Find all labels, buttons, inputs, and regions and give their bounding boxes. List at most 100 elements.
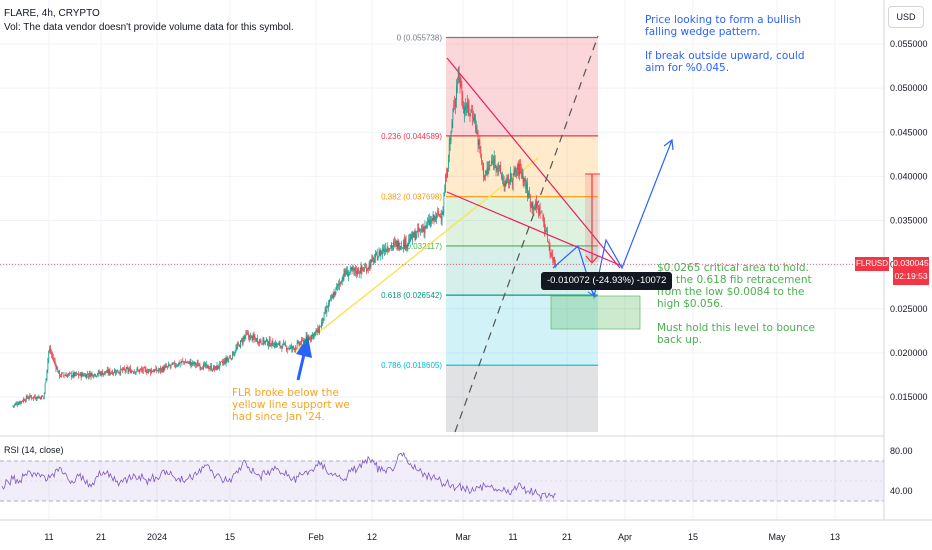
- candle-body: [351, 267, 353, 271]
- candle-body: [189, 361, 191, 366]
- candle-body: [74, 372, 76, 376]
- candle-body: [355, 267, 356, 273]
- candle-body: [172, 363, 174, 365]
- candle-body: [394, 242, 396, 244]
- candle-body: [270, 345, 272, 347]
- candle-body: [224, 360, 226, 364]
- candle-body: [274, 343, 275, 348]
- candle-body: [169, 366, 171, 367]
- candle-body: [313, 332, 315, 337]
- candle-body: [435, 217, 437, 220]
- candle-body: [535, 201, 536, 209]
- rsi-pane[interactable]: [0, 451, 884, 502]
- candle-body: [485, 171, 487, 173]
- candle-body: [153, 370, 155, 373]
- candle-body: [430, 219, 432, 222]
- candle-body: [253, 334, 255, 338]
- candle-body: [502, 177, 504, 182]
- candle-body: [353, 267, 355, 271]
- candle-body: [64, 375, 66, 376]
- candle-body: [337, 284, 338, 287]
- candle-body: [41, 395, 42, 400]
- candle-body: [214, 366, 216, 369]
- candle-body: [163, 367, 165, 371]
- candle-body: [143, 367, 145, 368]
- candle-body: [43, 393, 45, 397]
- candle-body: [115, 370, 117, 375]
- candle-body: [335, 287, 337, 294]
- candle-body: [236, 347, 238, 349]
- candle-body: [202, 368, 203, 370]
- candle-body: [42, 396, 44, 398]
- candle-body: [472, 113, 473, 119]
- candle-body: [439, 214, 441, 216]
- candle-body: [484, 174, 486, 178]
- candle-body: [66, 375, 68, 377]
- candle-body: [266, 339, 267, 342]
- candle-body: [187, 361, 189, 363]
- candle-body: [19, 401, 21, 404]
- candle-body: [59, 370, 60, 377]
- candle-body: [531, 202, 533, 208]
- candle-body: [304, 339, 306, 343]
- candle-body: [188, 361, 190, 362]
- rsi-label[interactable]: RSI (14, close): [4, 445, 64, 455]
- candle-body: [76, 373, 77, 375]
- candle-body: [375, 253, 376, 258]
- candle-body: [463, 105, 464, 114]
- candle-body: [117, 372, 119, 373]
- candle-body: [109, 369, 111, 374]
- candle-body: [407, 242, 409, 246]
- candle-body: [494, 157, 496, 164]
- drawings[interactable]: [293, 35, 674, 433]
- candle-body: [538, 206, 540, 214]
- candle-body: [477, 132, 479, 146]
- candle-body: [524, 178, 526, 183]
- candle-body: [357, 268, 359, 274]
- candle-body: [285, 343, 286, 346]
- candle-body: [231, 351, 233, 359]
- candle-body: [15, 403, 16, 405]
- candle-body: [186, 362, 188, 364]
- fib-level-label: 0.618 (0.026542): [381, 291, 442, 300]
- candle-body: [470, 110, 472, 112]
- candle-body: [209, 368, 211, 370]
- candle-body: [522, 173, 524, 183]
- candle-body: [68, 373, 69, 375]
- candle-body: [165, 365, 167, 367]
- candle-body: [137, 369, 139, 371]
- candle-body: [185, 362, 186, 363]
- fib-level-label: 0.786 (0.018605): [381, 361, 442, 370]
- candle-body: [242, 337, 244, 344]
- candle-body: [519, 163, 521, 168]
- candle-body: [229, 357, 230, 359]
- candle-body: [246, 333, 248, 334]
- candle-body: [432, 215, 434, 221]
- candle-body: [475, 128, 477, 129]
- price-tick-label: 0.050000: [890, 83, 928, 93]
- candle-body: [334, 291, 336, 295]
- fib-level-label: 0.236 (0.044589): [381, 132, 442, 141]
- candle-body: [114, 370, 115, 374]
- time-tick-label: 21: [96, 532, 106, 542]
- candle-body: [408, 238, 410, 245]
- candle-body: [85, 374, 86, 378]
- candle-body: [20, 401, 22, 404]
- candle-body: [550, 254, 552, 256]
- candle-body: [261, 343, 263, 345]
- candle-body: [107, 369, 109, 374]
- symbol-title[interactable]: FLARE, 4h, CRYPTO: [4, 8, 100, 19]
- candle-body: [95, 374, 96, 376]
- currency-button[interactable]: USD: [888, 6, 924, 28]
- candle-body: [317, 327, 319, 334]
- critical-zone-box: [550, 295, 641, 330]
- candle-body: [487, 168, 489, 170]
- candle-body: [473, 117, 474, 121]
- fibonacci-retracement[interactable]: [446, 36, 598, 432]
- candle-body: [106, 369, 108, 373]
- candle-body: [128, 370, 130, 372]
- candle-body: [173, 362, 175, 364]
- candle-body: [554, 257, 555, 263]
